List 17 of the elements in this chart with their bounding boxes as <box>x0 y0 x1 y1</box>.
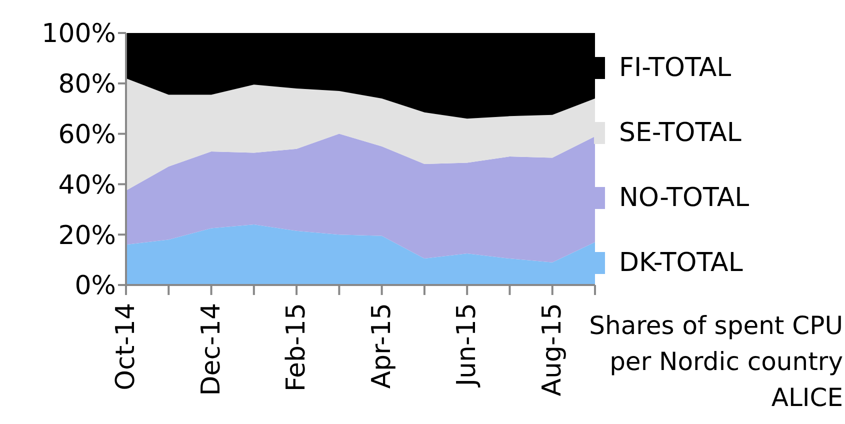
x-tick-label: Feb-15 <box>282 303 312 392</box>
y-tick-label: 0% <box>74 271 116 302</box>
x-tick-label: Oct-14 <box>111 303 141 390</box>
y-tick-label: 100% <box>42 19 116 50</box>
x-tick-label: Dec-14 <box>196 303 226 396</box>
series-label: SE-TOTAL <box>619 118 742 148</box>
x-tick-label: Aug-15 <box>537 303 568 396</box>
y-tick-label: 60% <box>58 120 116 150</box>
x-tick-label: Apr-15 <box>366 303 397 389</box>
y-tick-label: 40% <box>58 170 116 200</box>
series-label: FI-TOTAL <box>619 53 732 83</box>
y-tick-label: 80% <box>58 70 116 100</box>
series-label: DK-TOTAL <box>619 248 743 278</box>
x-tick-label: Jun-15 <box>452 303 482 388</box>
y-tick-label: 20% <box>58 220 116 251</box>
series-label: NO-TOTAL <box>619 183 750 213</box>
text: Shares of spent CPU per Nordic country ALICE <box>589 310 843 414</box>
